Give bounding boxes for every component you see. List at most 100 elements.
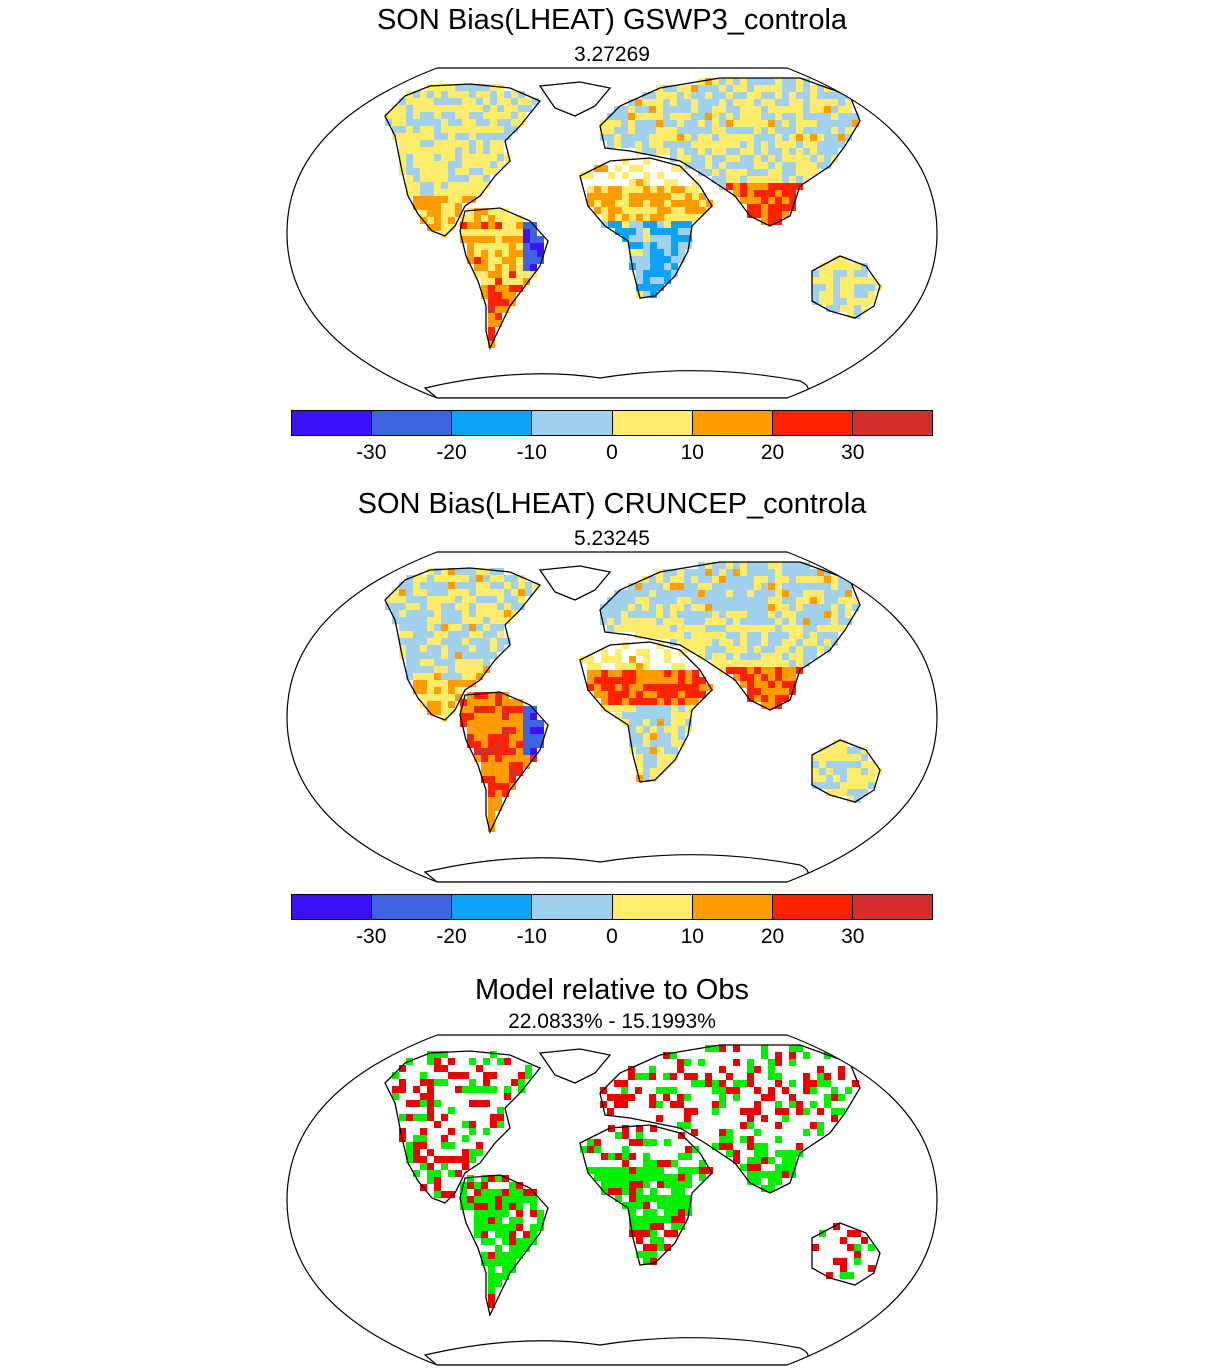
map-cell (847, 277, 854, 284)
map-cell (615, 705, 622, 712)
map-cell (615, 1132, 622, 1139)
map-cell (664, 1202, 671, 1209)
map-cell (699, 207, 706, 214)
map-cell (495, 208, 502, 215)
map-cell (747, 562, 754, 569)
map-cell (385, 112, 392, 119)
map-cell (608, 656, 615, 663)
map-cell (819, 768, 826, 775)
map-cell (698, 1059, 705, 1066)
map-cell (441, 182, 448, 189)
map-cell (719, 639, 726, 646)
map-cell (796, 85, 803, 92)
map-cell (824, 155, 831, 162)
map-cell (488, 734, 495, 741)
map-cell (678, 663, 685, 670)
map-cell (782, 590, 789, 597)
map-cell (740, 127, 747, 134)
map-cell (768, 695, 775, 702)
map-cell (671, 228, 678, 235)
map-cell (427, 203, 434, 210)
map-cell (671, 712, 678, 719)
map-cell (754, 632, 761, 639)
map-cell (719, 590, 726, 597)
map-cell (678, 712, 685, 719)
map-cell (664, 249, 671, 256)
map-cell (622, 235, 629, 242)
map-cell (441, 98, 448, 105)
map-cell (664, 1160, 671, 1167)
map-cell (469, 112, 476, 119)
map-cell (671, 165, 678, 172)
map-cell (490, 98, 497, 105)
map-cell (455, 680, 462, 687)
map-cell (678, 691, 685, 698)
map-cell (434, 575, 441, 582)
map-cell (481, 734, 488, 741)
map-cell (434, 1051, 441, 1058)
map-cell (685, 1195, 692, 1202)
map-cell (754, 646, 761, 653)
map-cell (733, 632, 740, 639)
map-cell (796, 162, 803, 169)
map-cell (768, 120, 775, 127)
map-cell (761, 1094, 768, 1101)
map-cell (635, 632, 642, 639)
map-cell (406, 624, 413, 631)
map-cell (497, 91, 504, 98)
map-cell (847, 782, 854, 789)
map-cell (622, 677, 629, 684)
map-cell (497, 105, 504, 112)
map-cell (775, 162, 782, 169)
map-cell (488, 1252, 495, 1259)
map-cell (420, 687, 427, 694)
map-cell (698, 625, 705, 632)
map-cell (747, 611, 754, 618)
map-cell (754, 204, 761, 211)
map-cell (831, 120, 838, 127)
map-cell (663, 127, 670, 134)
map-cell (516, 713, 523, 720)
map-cell (474, 755, 481, 762)
map-cell (490, 112, 497, 119)
map-cell (712, 113, 719, 120)
map-cell (615, 1167, 622, 1174)
map-cell (427, 666, 434, 673)
map-cell (840, 775, 847, 782)
map-cell (824, 120, 831, 127)
map-cell (754, 660, 761, 667)
map-cell (420, 1072, 427, 1079)
map-cell (782, 681, 789, 688)
map-cell (636, 1216, 643, 1223)
map-cell (677, 99, 684, 106)
map-cell (504, 1093, 511, 1100)
map-cell (726, 583, 733, 590)
map-cell (796, 78, 803, 85)
map-cell (817, 162, 824, 169)
map-cell (733, 576, 740, 583)
map-cell (803, 141, 810, 148)
map-cell (622, 642, 629, 649)
map-cell (399, 1086, 406, 1093)
map-cell (678, 740, 685, 747)
map-cell (650, 1188, 657, 1195)
map-cell (587, 677, 594, 684)
map-cell (622, 193, 629, 200)
map-cell (733, 604, 740, 611)
map-cell (476, 1142, 483, 1149)
map-cell (733, 646, 740, 653)
map-cell (392, 596, 399, 603)
map-cell (670, 639, 677, 646)
map-cell (796, 1108, 803, 1115)
map-cell (664, 1139, 671, 1146)
map-cell (629, 207, 636, 214)
map-cell (615, 1181, 622, 1188)
map-cell (608, 214, 615, 221)
map-cell (747, 590, 754, 597)
map-cell (789, 183, 796, 190)
map-cell (441, 603, 448, 610)
map-cell (474, 706, 481, 713)
map-cell (684, 113, 691, 120)
map-cell (656, 1087, 663, 1094)
map-cell (761, 688, 768, 695)
